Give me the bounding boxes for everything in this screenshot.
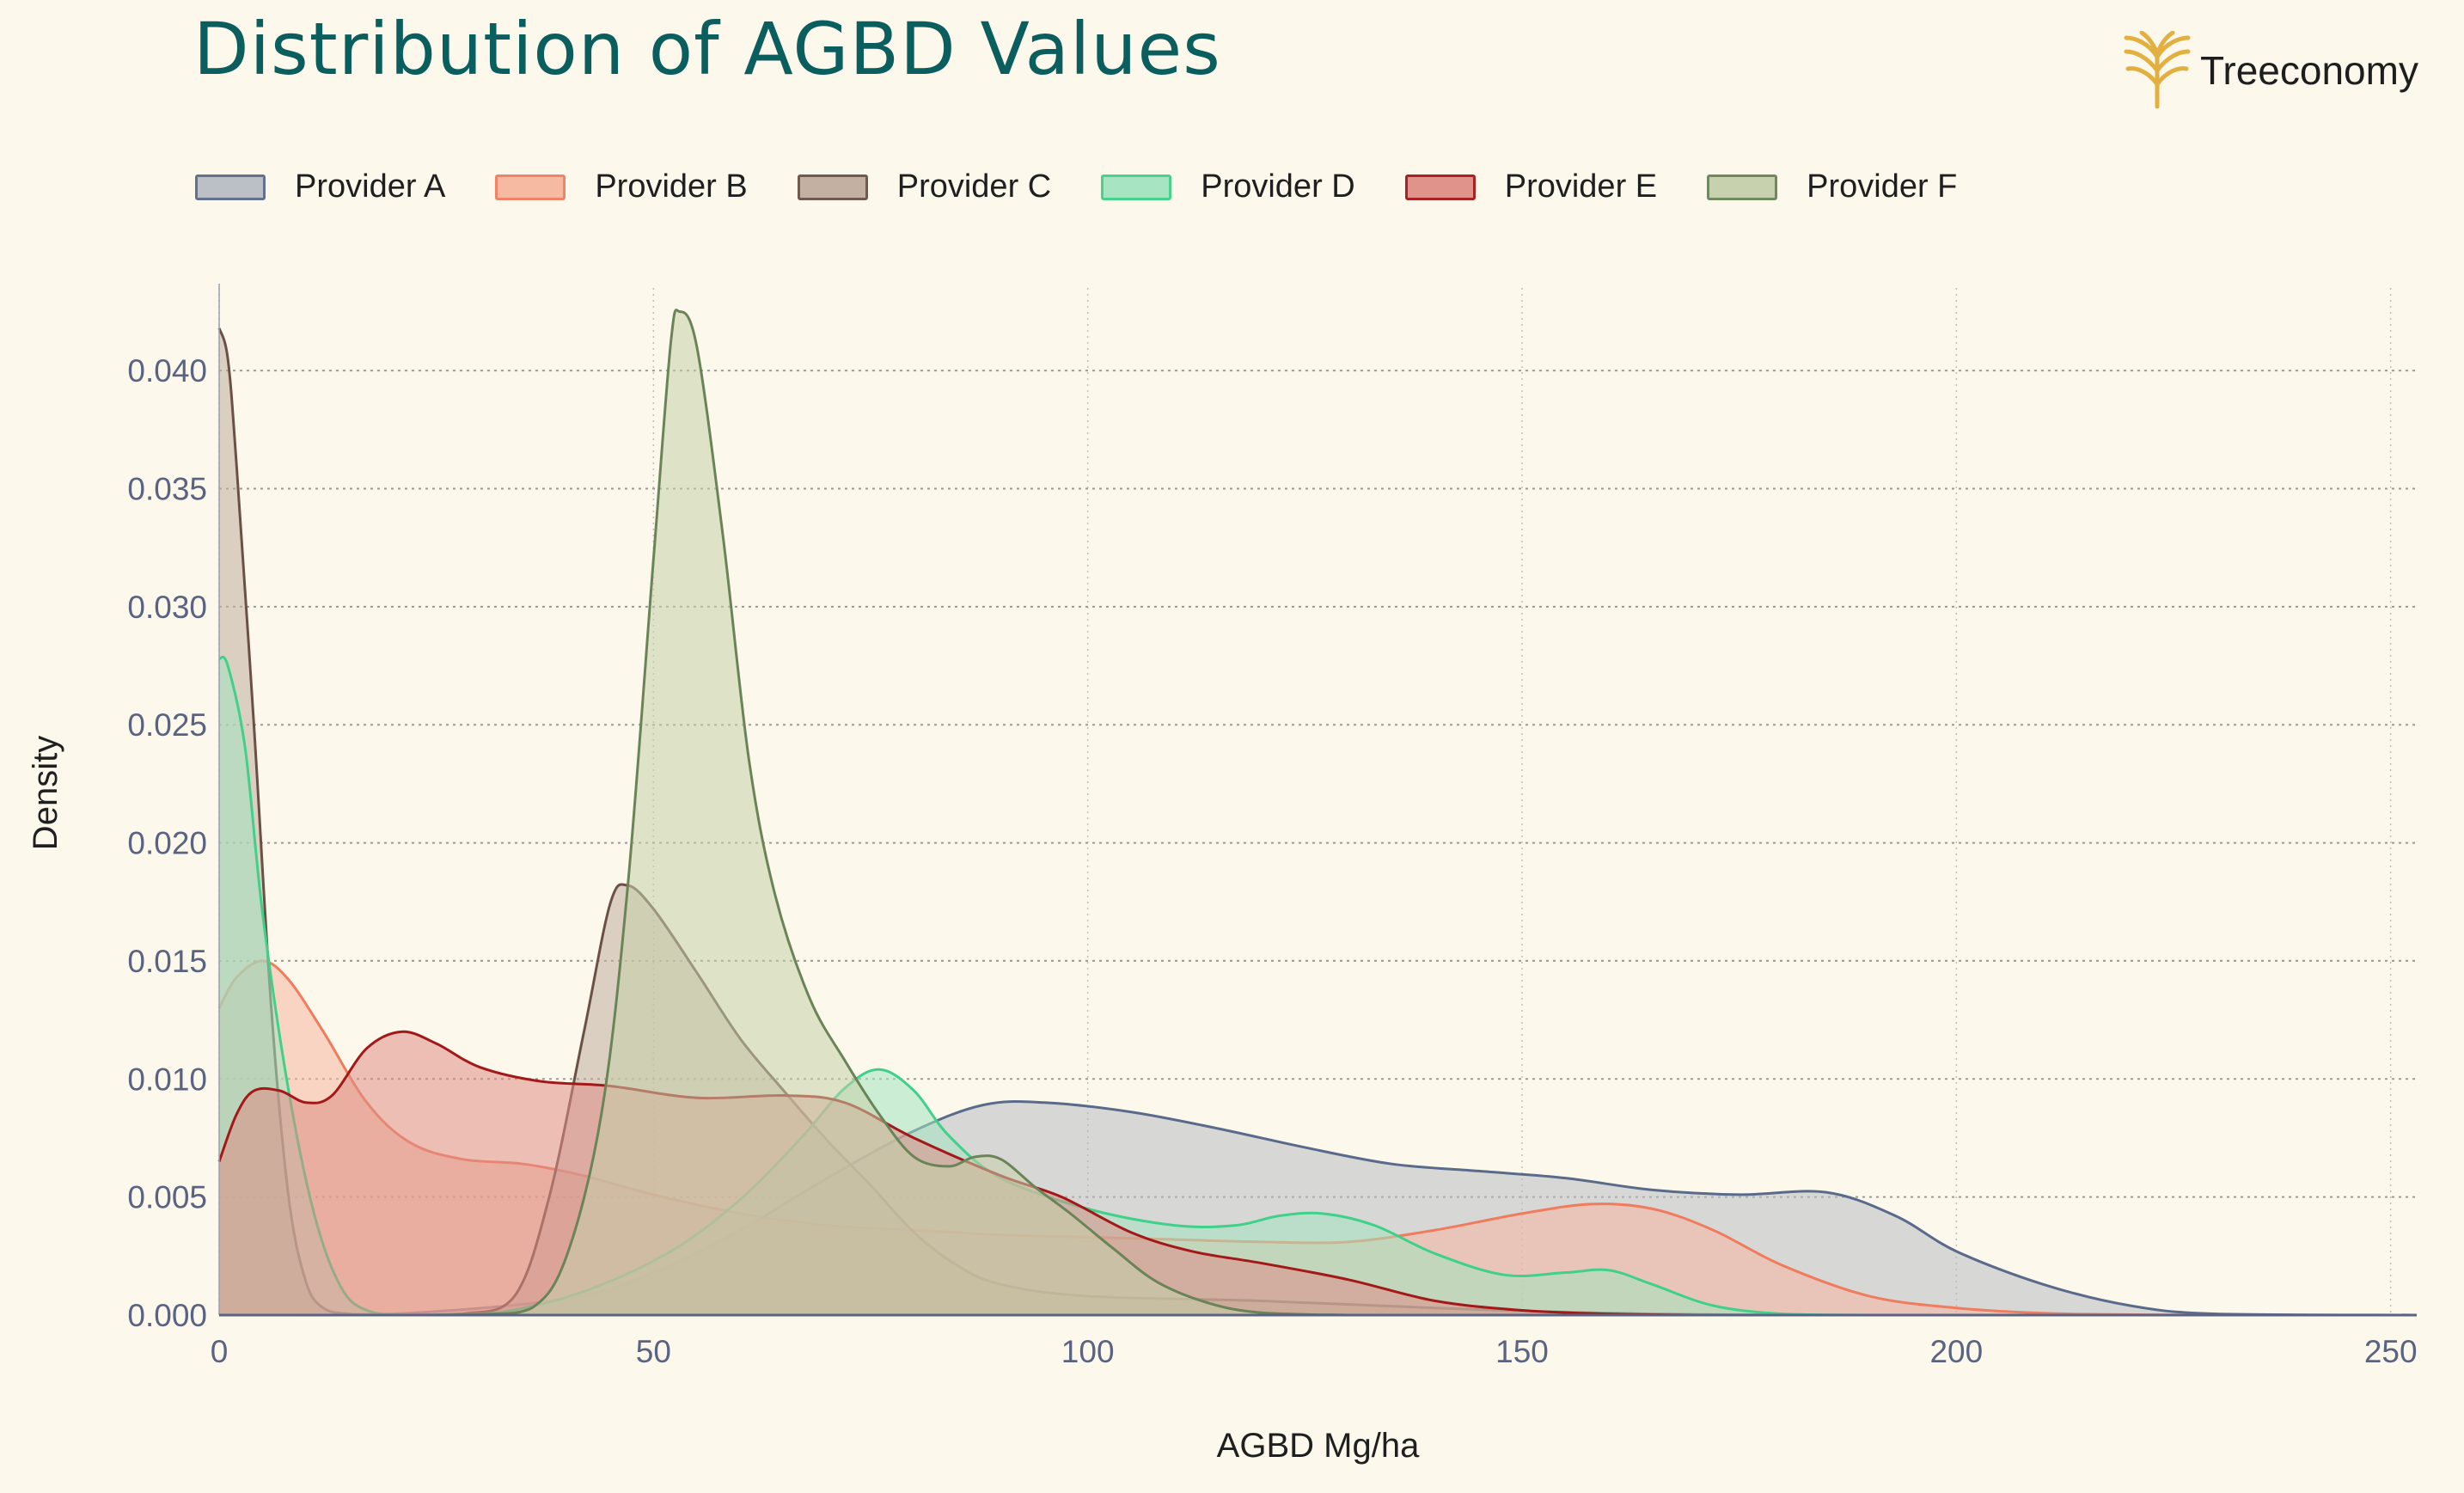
x-tick-label: 250: [2364, 1334, 2418, 1369]
x-tick-label: 50: [636, 1334, 671, 1369]
legend: Provider A Provider B Provider C Provider D…: [195, 168, 2007, 205]
y-tick-label: 0.025: [127, 707, 207, 743]
y-tick-label: 0.040: [127, 353, 207, 389]
treeconomy-logo-icon: [2124, 31, 2191, 109]
legend-swatch: [797, 174, 868, 200]
legend-item-provider-f: Provider F: [1707, 168, 1957, 205]
brand-logo: Treeconomy: [2123, 31, 2418, 110]
x-tick-label: 0: [211, 1334, 229, 1369]
legend-label: Provider D: [1201, 168, 1355, 205]
legend-label: Provider E: [1504, 168, 1658, 205]
y-tick-label: 0.035: [127, 472, 207, 507]
legend-item-provider-d: Provider D: [1101, 168, 1355, 205]
y-tick-label: 0.020: [127, 826, 207, 861]
x-tick-label: 150: [1495, 1334, 1549, 1369]
y-tick-label: 0.010: [127, 1062, 207, 1097]
chart-title: Distribution of AGBD Values: [193, 7, 1221, 91]
y-axis-label: Density: [27, 736, 64, 850]
legend-swatch: [1101, 174, 1172, 200]
legend-swatch: [1707, 174, 1778, 200]
legend-swatch: [1404, 174, 1476, 200]
logo-text: Treeconomy: [2200, 48, 2418, 93]
x-tick-label: 200: [1929, 1334, 1983, 1369]
legend-item-provider-b: Provider B: [495, 168, 748, 205]
x-tick-label: 100: [1061, 1334, 1115, 1369]
legend-label: Provider B: [595, 168, 748, 205]
provider-f-line: [218, 309, 1348, 1317]
provider-f-area: [219, 309, 1348, 1316]
y-tick-label: 0.005: [127, 1180, 207, 1215]
legend-item-provider-c: Provider C: [797, 168, 1052, 205]
legend-swatch: [495, 174, 566, 200]
y-tick-label: 0.000: [127, 1298, 207, 1333]
x-axis-label: AGBD Mg/ha: [1217, 1427, 1420, 1465]
legend-item-provider-e: Provider E: [1404, 168, 1658, 205]
legend-label: Provider A: [295, 168, 446, 205]
y-tick-label: 0.015: [127, 944, 207, 979]
legend-label: Provider C: [896, 168, 1052, 205]
y-tick-label: 0.030: [127, 590, 207, 625]
legend-label: Provider F: [1807, 168, 1958, 205]
legend-item-provider-a: Provider A: [195, 168, 445, 205]
legend-swatch: [195, 174, 266, 200]
